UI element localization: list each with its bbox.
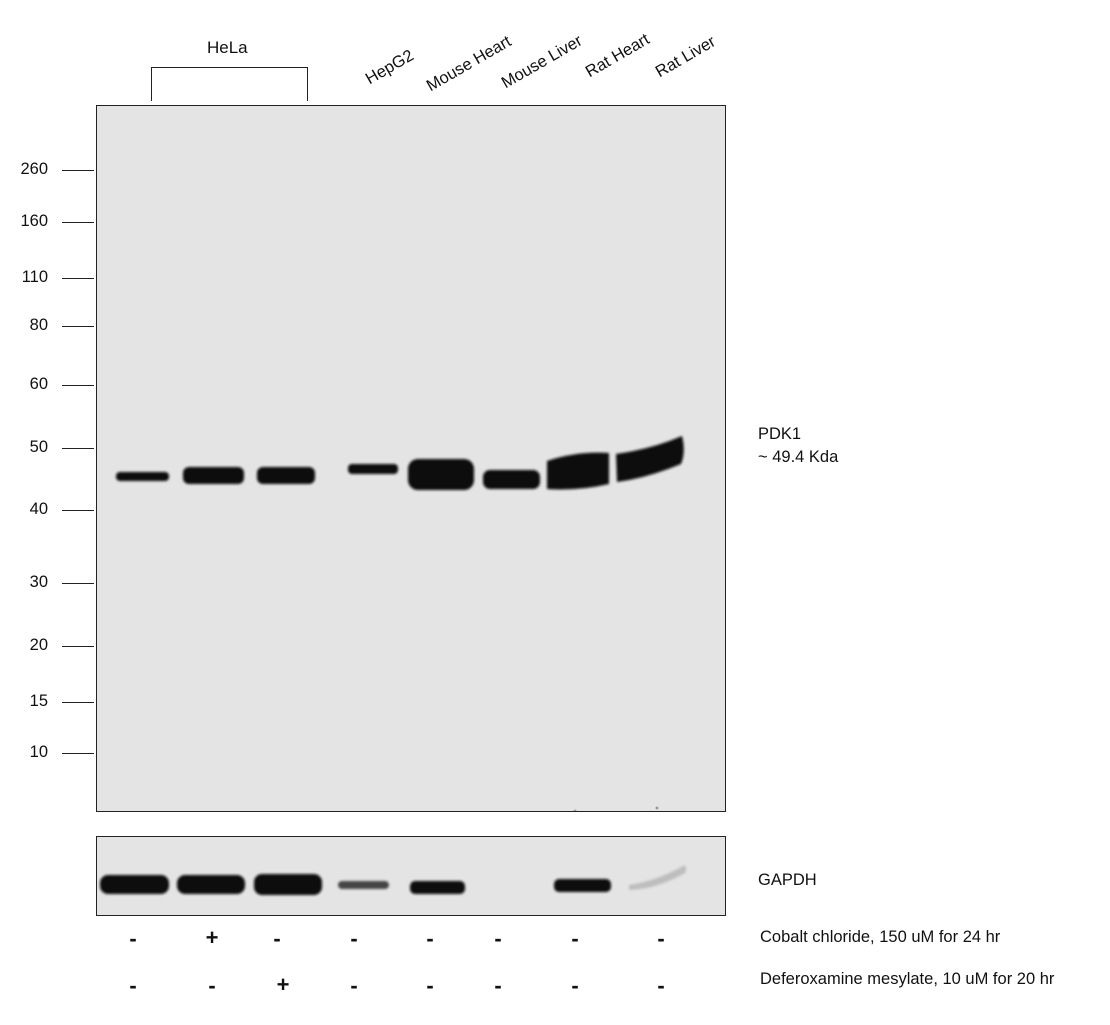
mw-tick-10 — [62, 753, 94, 754]
gapdh-band-lane-3 — [254, 874, 322, 895]
mw-label-15: 15 — [29, 692, 48, 710]
mw-tick-40 — [62, 510, 94, 511]
hela-bracket — [151, 67, 308, 101]
lane-label-rat-liver: Rat Liver — [652, 32, 719, 82]
pdk1-band-lane-6 — [483, 470, 540, 489]
target-name: PDK1 — [758, 425, 802, 443]
mw-label-110: 110 — [21, 268, 48, 286]
dfo-sign-lane-4: - — [350, 973, 358, 998]
dfo-sign-lane-8: - — [657, 973, 665, 998]
mw-tick-15 — [62, 702, 94, 703]
cobalt-sign-lane-4: - — [350, 926, 358, 951]
dfo-sign-lane-6: - — [494, 973, 502, 998]
lane-label-rat-heart: Rat Heart — [582, 30, 653, 82]
gapdh-band-lane-5 — [410, 881, 465, 894]
loading-control-name: GAPDH — [758, 871, 817, 889]
lane-label-hepg2: HepG2 — [362, 46, 417, 89]
gapdh-blot-panel — [96, 836, 726, 916]
cobalt-sign-lane-8: - — [657, 926, 665, 951]
target-size: ~ 49.4 Kda — [758, 448, 839, 466]
lane-label-mouse-liver: Mouse Liver — [498, 31, 586, 93]
mw-label-160: 160 — [20, 212, 48, 230]
mw-tick-60 — [62, 385, 94, 386]
pdk1-band-lane-1 — [116, 472, 169, 481]
mw-tick-260 — [62, 170, 94, 171]
dfo-sign-lane-2: - — [208, 973, 216, 998]
lane-label-mouse-heart: Mouse Heart — [423, 32, 515, 96]
mw-label-30: 30 — [29, 573, 48, 591]
mw-label-260: 260 — [20, 160, 48, 178]
pdk1-band-lane-4 — [348, 464, 398, 474]
mw-label-10: 10 — [29, 743, 48, 761]
dfo-treatment-label: Deferoxamine mesylate, 10 uM for 20 hr — [760, 970, 1055, 988]
gapdh-band-lane-4 — [338, 881, 389, 889]
mw-tick-50 — [62, 448, 94, 449]
cobalt-treatment-label: Cobalt chloride, 150 uM for 24 hr — [760, 928, 1001, 946]
mw-label-60: 60 — [29, 375, 48, 393]
cobalt-sign-lane-2: + — [205, 925, 219, 950]
pdk1-band-lane-3 — [257, 467, 315, 484]
hela-group-label: HeLa — [207, 38, 248, 57]
mw-tick-80 — [62, 326, 94, 327]
dfo-sign-lane-7: - — [571, 973, 579, 998]
gapdh-band-lane-2 — [177, 875, 245, 894]
gapdh-band-lane-7 — [554, 879, 611, 892]
gapdh-band-lane-1 — [100, 875, 169, 894]
pdk1-blot-panel — [96, 105, 726, 812]
dfo-sign-lane-3: + — [276, 972, 290, 997]
mw-label-80: 80 — [29, 316, 48, 334]
cobalt-sign-lane-1: - — [129, 926, 137, 951]
pdk1-bands — [116, 436, 684, 811]
mw-tick-30 — [62, 583, 94, 584]
cobalt-sign-lane-6: - — [494, 926, 502, 951]
pdk1-band-lane-8 — [616, 436, 684, 482]
mw-tick-160 — [62, 222, 94, 223]
gapdh-bands — [100, 865, 686, 895]
cobalt-sign-lane-5: - — [426, 926, 434, 951]
mw-label-20: 20 — [29, 636, 48, 654]
mw-label-40: 40 — [29, 500, 48, 518]
mw-tick-20 — [62, 646, 94, 647]
cobalt-sign-lane-3: - — [273, 926, 281, 951]
mw-label-50: 50 — [29, 438, 48, 456]
cobalt-sign-lane-7: - — [571, 926, 579, 951]
gapdh-band-lane-8 — [629, 865, 686, 890]
pdk1-band-lane-2 — [183, 467, 244, 484]
pdk1-band-lane-7 — [547, 452, 609, 490]
dfo-sign-lane-5: - — [426, 973, 434, 998]
mw-tick-110 — [62, 278, 94, 279]
pdk1-band-lane-5 — [408, 459, 474, 490]
dfo-sign-lane-1: - — [129, 973, 137, 998]
